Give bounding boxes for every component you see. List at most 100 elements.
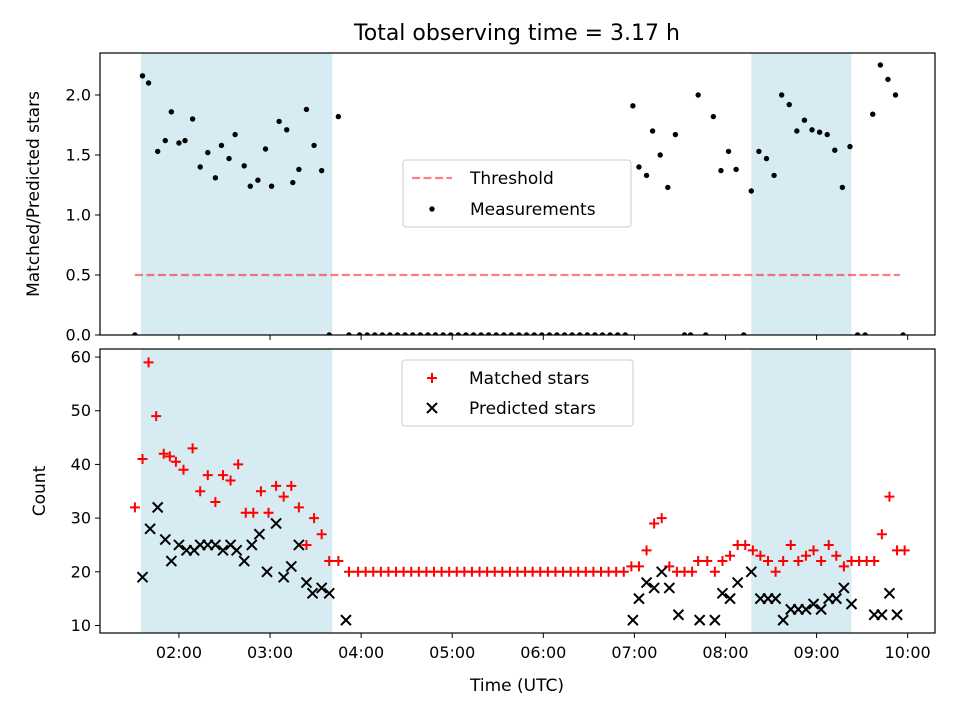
matched-stars-point [869,556,880,567]
measurement-point [592,332,598,335]
measurement-point [335,113,342,120]
measurement-point [478,332,484,335]
measurement-point [432,332,439,335]
measurement-point [741,332,747,335]
measurement-point [241,163,247,169]
matched-stars-point [293,502,304,513]
legend-matched-swatch [427,373,437,383]
measurement-point [546,332,553,335]
predicted-stars-point [144,523,156,535]
measurement-point [665,184,671,191]
predicted-stars-point [693,614,706,626]
measurement-point [303,106,310,113]
measurement-point [132,332,138,335]
measurement-point [205,149,211,156]
measurement-point [139,73,146,79]
measurement-point [364,332,370,335]
count-axes-frame [99,348,936,634]
predicted-stars-point [769,592,782,605]
legend-predicted-swatch [426,402,438,414]
measurement-point [561,332,568,335]
xtick-label: 03:00 [247,643,293,662]
measurement-point [255,177,261,183]
matched-stars-point [823,539,834,550]
measurement-point [268,183,275,189]
measurement-point [262,146,269,152]
matched-stars-point [316,529,327,540]
measurement-point [410,332,416,335]
predicted-stars-point [323,587,335,599]
measurement-point [695,92,701,98]
measurement-point [778,92,785,98]
measurement-point [824,131,830,138]
count-ytick-label: 10 [71,616,91,635]
matched-stars-point [899,545,910,556]
matched-stars-point [656,513,667,524]
count-ytick-label: 20 [71,562,91,581]
measurement-point [448,332,454,335]
chart-title: Total observing time = 3.17 h [353,21,680,46]
count-ytick-label: 30 [71,509,91,528]
matched-stars-point [195,486,206,497]
y-axis-label: Matched/Predicted stars [24,91,44,297]
measurement-point [425,332,431,335]
y-axis-label: Count [30,465,50,516]
measurement-point [189,116,196,122]
predicted-stars-point [800,603,812,616]
predicted-stars-point [136,571,149,583]
measurement-point [832,147,838,153]
matched-stars-point [831,550,842,561]
measurement-point [569,332,575,335]
matched-stars-point [693,556,704,567]
measurement-point [636,164,642,170]
measurement-point [176,140,182,146]
predicted-stars-point [716,587,729,599]
matched-stars-point [884,491,895,502]
matched-stars-point [740,539,751,550]
legend-frame [402,159,632,228]
matched-stars-point [271,480,282,491]
measurement-point [839,184,846,191]
x-axis-label: Time (UTC) [469,676,564,696]
predicted-stars-point [709,614,721,626]
matched-stars-point [143,357,154,368]
matched-stars-point [301,539,312,550]
measurement-point [643,172,650,179]
predicted-stars-point [876,609,888,621]
predicted-stars-point [656,566,668,578]
measurement-point [710,113,717,120]
count-ytick-label: 40 [71,455,91,474]
measurement-point [607,332,613,335]
legend-measurements-swatch [429,206,435,212]
measurement-point [763,155,770,162]
measurement-point [900,332,906,335]
xtick-label: 04:00 [338,643,384,662]
xtick-label: 05:00 [429,643,475,662]
measurement-point [885,76,891,83]
measurement-point [463,332,469,335]
count-ytick-label: 60 [71,348,91,367]
measurement-point [197,164,203,170]
matched-stars-point [178,464,189,475]
matched-stars-point [225,475,236,486]
matched-stars-point [755,550,766,561]
predicted-stars-point [745,566,758,578]
predicted-stars-point [277,571,290,583]
measurement-point [877,62,884,68]
measurement-point [657,152,663,158]
xtick-label: 02:00 [156,643,202,662]
measurement-point [356,332,363,335]
predicted-stars-point [151,501,164,514]
predicted-stars-point [285,560,297,573]
matched-stars-point [343,566,354,577]
measurement-point [154,148,161,155]
measurement-point [212,175,219,181]
xtick-label: 09:00 [794,643,840,662]
measurement-point [870,111,876,117]
measurement-point [501,332,507,335]
ratio-legend: Threshold Measurements [402,159,632,228]
measurement-point [748,188,754,194]
matched-stars-point [187,443,198,454]
measurement-point [346,332,352,335]
ratio-shaded-span [751,53,852,335]
